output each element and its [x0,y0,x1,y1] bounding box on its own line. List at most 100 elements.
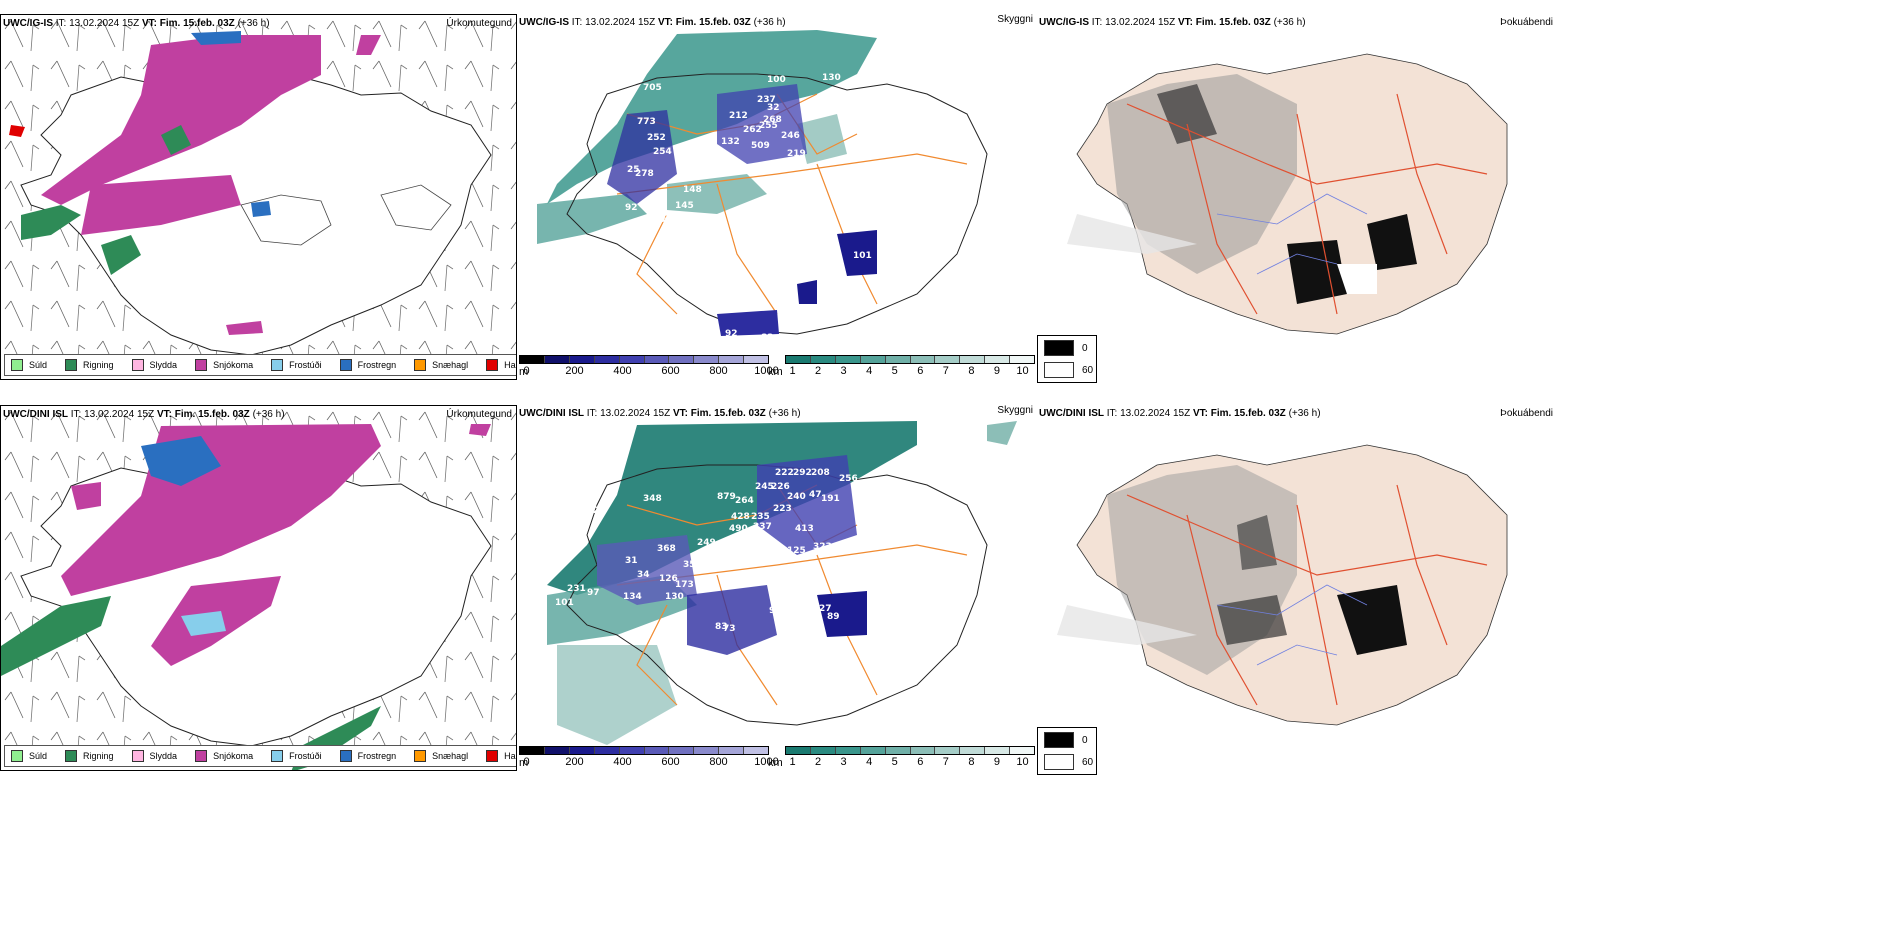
colorbar-tick-label: 1 [789,756,796,768]
colorbar-tick-label: 7 [942,365,949,377]
colorbar-cell [935,747,961,754]
ceiling-value-label: 29 [593,506,606,516]
ceiling-value-label: 262 [743,125,762,135]
panel-title: Úrkomutegund [446,18,512,29]
ceiling-value-label: 25 [627,165,640,175]
panel-title: Skyggni [997,405,1033,416]
fog-legend-top: 0 60 [1037,335,1097,383]
ceiling-value-label: 231 [567,584,586,594]
panel-header: UWC/DINI ISL IT: 13.02.2024 15Z VT: Fim.… [3,409,285,420]
ceiling-value-label: 705 [643,83,662,93]
ceiling-value-label: 173 [675,580,694,590]
colorbar-tick-label: 8 [968,756,975,768]
colorbar-tick-label: 600 [661,365,680,377]
legend-swatch [414,359,427,371]
ceiling-value-label: 130 [822,73,841,83]
colorbar-tick-label: 3 [840,756,847,768]
legend-item: Snæhagl [414,359,468,371]
ceiling-value-label: 145 [675,201,694,211]
ceiling-value-label: 252 [647,133,666,143]
colorbar-cell [569,356,595,363]
legend-item: Snjókoma [195,750,253,762]
colorbar-cell [520,747,545,754]
visibility-colorbar-bottom: 1 2 3 4 5 6 7 8 9 10 [785,746,1035,774]
colorbar-tick-label: 800 [709,365,728,377]
fog-panel-top: UWC/IG-IS IT: 13.02.2024 15Z VT: Fim. 15… [1037,14,1557,380]
colorbar-cell [644,356,670,363]
colorbar-cell [544,747,570,754]
ceiling-value-label: 212 [729,111,748,121]
ceiling-value-label: 245 [755,482,774,492]
fog-map-bottom [1057,444,1508,726]
ceiling-value-label: 323 [813,542,832,552]
colorbar-tick-label: 4 [866,365,873,377]
fog-legend-item: 0 [1044,338,1096,358]
colorbar-cell [835,747,861,754]
colorbar-cell [594,356,620,363]
panel-header: UWC/IG-IS IT: 13.02.2024 15Z VT: Fim. 15… [1039,17,1306,28]
colorbar-tick-label: 10 [1016,756,1029,768]
legend-swatch [65,359,78,371]
legend-item: Haglél [486,359,516,371]
ceiling-value-label: 148 [683,185,702,195]
colorbar-tick-label: 200 [565,756,584,768]
visibility-colorbar-top: 1 2 3 4 5 6 7 8 9 10 [785,355,1035,383]
legend-item: Rigning [65,750,114,762]
legend-swatch [486,359,499,371]
colorbar-tick-label: 9 [993,756,1000,768]
colorbar-cell [569,747,595,754]
colorbar-cell [619,747,645,754]
precip-map-top [1,15,516,379]
ceiling-value-label: 240 [787,492,806,502]
ceiling-value-label: 237 [757,95,776,105]
legend-item: Frostúði [271,750,322,762]
visibility-colorbar-ticks: 1 2 3 4 5 6 7 8 9 10 [785,364,1035,378]
ceiling-value-label: 237 [753,522,772,532]
fog-swatch [1044,362,1074,378]
ceiling-value-label: 428 [731,512,750,522]
colorbar-tick-label: 400 [613,365,632,377]
ceiling-value-label: 37 [697,143,710,153]
colorbar-cell [619,356,645,363]
fog-legend-item: 60 [1044,360,1096,380]
ceiling-value-label: 132 [721,137,740,147]
precip-legend: Súld Rigning Slydda Snjókoma Frostúði Fr… [4,354,516,376]
panel-header: UWC/IG-IS IT: 13.02.2024 15Z VT: Fim. 15… [519,17,786,28]
ceiling-value-label: 82 [761,333,774,343]
colorbar-cell [810,356,836,363]
colorbar-tick-label: 3 [840,365,847,377]
ceiling-value-label: 879 [717,492,736,502]
legend-item: Rigning [65,359,114,371]
colorbar-tick-label: 5 [891,365,898,377]
colorbar-tick-label: 0 [523,365,530,377]
visibility-colorbar-ticks: 1 2 3 4 5 6 7 8 9 10 [785,755,1035,769]
colorbar-cell [885,356,911,363]
ceiling-value-label: 278 [635,169,654,179]
ceiling-value-label: 89 [827,612,840,622]
colorbar-tick-label: 200 [565,365,584,377]
ceiling-value-label: 92 [725,329,738,339]
colorbar-cell [669,356,695,363]
colorbar-cell [985,356,1011,363]
colorbar-cell [719,747,745,754]
ceiling-value-label: 264 [735,496,754,506]
colorbar-cell [960,356,986,363]
cloud-panel-top: 705 773 100 130 237 32 268 212 262 255 246 132 509 21… [517,14,1037,380]
ceiling-value-label: 84 [771,221,784,231]
colorbar-cell [910,747,936,754]
ceiling-value-label: 249 [697,538,716,548]
ceiling-value-label: 223 [773,504,792,514]
colorbar-tick-label: 9 [993,365,1000,377]
ceiling-value-label: 235 [751,512,770,522]
legend-swatch [11,750,23,762]
ceiling-colorbar-ticks: 0 200 400 600 800 1000 [519,755,778,769]
panel-title: Skyggni [997,14,1033,25]
visibility-unit: km [768,366,783,378]
colorbar-cell [835,356,861,363]
colorbar-tick-label: 2 [814,365,822,377]
ceiling-value-label: 368 [657,544,676,554]
